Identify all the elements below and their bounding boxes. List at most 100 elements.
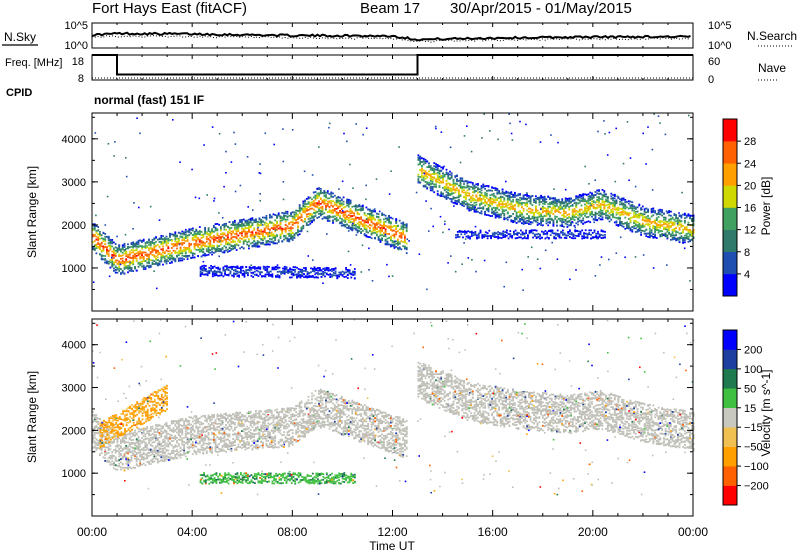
range-cell xyxy=(431,178,434,181)
range-cell xyxy=(526,198,528,201)
range-cell xyxy=(107,239,110,242)
range-cell xyxy=(277,239,280,242)
range-cell xyxy=(522,196,525,198)
range-cell xyxy=(471,204,474,206)
range-cell xyxy=(482,206,485,209)
range-cell xyxy=(193,243,196,245)
range-cell xyxy=(612,216,614,219)
range-cell xyxy=(111,259,114,262)
range-cell xyxy=(162,254,164,257)
range-cell xyxy=(643,224,646,227)
range-cell xyxy=(564,199,567,202)
range-cell xyxy=(535,205,537,208)
range-cell xyxy=(353,214,355,217)
range-cell xyxy=(279,225,282,228)
range-cell xyxy=(388,227,390,229)
range-cell xyxy=(424,177,427,180)
range-cell xyxy=(220,233,222,236)
range-cell xyxy=(477,210,479,213)
range-cell xyxy=(106,246,108,248)
range-cell xyxy=(127,265,129,267)
range-cell xyxy=(118,244,121,247)
range-cell xyxy=(282,267,284,270)
range-cell xyxy=(570,198,572,200)
range-cell xyxy=(338,274,340,276)
range-cell xyxy=(515,222,518,224)
range-cell xyxy=(331,275,333,278)
range-cell xyxy=(290,212,292,214)
range-cell xyxy=(353,205,355,208)
range-cell xyxy=(431,189,434,192)
range-cell xyxy=(404,234,406,237)
range-cell xyxy=(155,258,157,260)
range-cell xyxy=(265,222,268,225)
range-cell xyxy=(522,223,525,225)
range-cell xyxy=(228,242,231,245)
range-cell xyxy=(104,255,107,257)
range-cell xyxy=(605,212,607,215)
range-cell xyxy=(217,274,219,277)
range-cell xyxy=(379,228,382,231)
range-cell xyxy=(503,193,506,196)
range-cell xyxy=(270,227,273,229)
range-cell xyxy=(158,245,161,248)
range-cell xyxy=(372,228,375,231)
range-cell xyxy=(104,235,107,238)
range-cell xyxy=(367,225,369,228)
range-cell xyxy=(330,200,333,202)
range-cell xyxy=(229,266,232,269)
range-cell xyxy=(242,247,245,250)
range-cell xyxy=(347,205,350,208)
range-cell xyxy=(450,192,453,195)
range-cell xyxy=(395,242,398,245)
range-cell xyxy=(456,179,458,182)
range-cell xyxy=(232,236,234,238)
range-cell xyxy=(258,223,261,226)
range-cell xyxy=(263,223,266,226)
range-cell xyxy=(95,230,98,232)
range-cell xyxy=(253,237,256,240)
range-cell xyxy=(640,214,642,216)
range-cell xyxy=(383,225,385,227)
range-cell xyxy=(370,221,373,224)
range-cell xyxy=(473,191,476,194)
range-cell xyxy=(93,244,96,247)
range-cell xyxy=(464,200,467,203)
range-cell xyxy=(135,257,138,260)
range-cell xyxy=(514,196,516,198)
range-cell xyxy=(573,208,576,210)
range-cell xyxy=(536,224,539,226)
range-cell xyxy=(262,230,264,233)
range-cell xyxy=(485,208,488,210)
range-cell xyxy=(121,245,124,248)
range-cell xyxy=(587,205,590,208)
range-cell xyxy=(280,270,283,273)
range-cell xyxy=(514,220,516,223)
range-cell xyxy=(347,214,350,216)
range-cell xyxy=(127,246,129,248)
range-cell xyxy=(181,254,184,257)
range-cell xyxy=(285,271,288,273)
range-cell xyxy=(568,213,571,216)
range-cell xyxy=(346,226,348,229)
range-cell xyxy=(156,256,159,259)
range-cell xyxy=(354,225,357,227)
range-cell xyxy=(118,261,121,264)
range-cell xyxy=(120,249,122,252)
range-cell xyxy=(487,214,490,217)
range-cell xyxy=(184,233,187,236)
range-cell xyxy=(167,256,170,259)
range-cell xyxy=(151,247,154,250)
range-cell xyxy=(269,232,271,235)
range-cell xyxy=(93,228,96,231)
range-cell xyxy=(386,243,389,245)
range-cell xyxy=(603,213,606,215)
range-cell xyxy=(519,218,521,220)
range-cell xyxy=(109,261,112,264)
range-cell xyxy=(288,235,291,237)
range-cell xyxy=(153,260,156,262)
range-cell xyxy=(384,214,387,217)
range-cell xyxy=(421,157,423,160)
range-cell xyxy=(645,217,648,220)
